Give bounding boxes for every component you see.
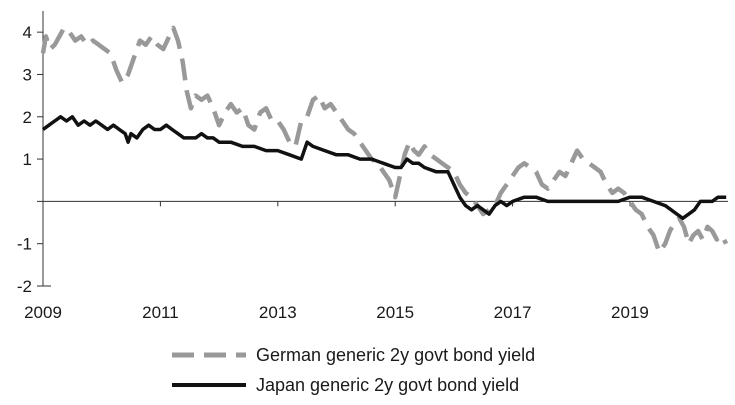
chart-series bbox=[40, 25, 729, 255]
x-tick-label: 2017 bbox=[494, 303, 532, 322]
chart-axes bbox=[37, 11, 728, 287]
series-line-german bbox=[40, 25, 729, 255]
x-tick-label: 2011 bbox=[142, 303, 179, 322]
series-line-japan bbox=[41, 115, 727, 221]
x-tick-label: 2013 bbox=[259, 303, 297, 322]
tick-labels: -2 -1 1 2 3 4 2009 2011 2013 2015 2017 2019 bbox=[17, 23, 649, 322]
y-tick-label: 2 bbox=[23, 108, 32, 127]
x-tick-label: 2015 bbox=[376, 303, 414, 322]
x-tick-label: 2019 bbox=[611, 303, 649, 322]
x-tick-label: 2009 bbox=[24, 303, 62, 322]
y-tick-label: 4 bbox=[23, 23, 32, 42]
legend-label-german: German generic 2y govt bond yield bbox=[256, 345, 535, 365]
chart-legend: German generic 2y govt bond yield Japan … bbox=[172, 345, 535, 395]
y-tick-label: 3 bbox=[23, 65, 32, 84]
y-tick-label: -2 bbox=[17, 277, 32, 296]
y-tick-label: -1 bbox=[17, 235, 32, 254]
y-tick-label: 1 bbox=[23, 150, 32, 169]
legend-label-japan: Japan generic 2y govt bond yield bbox=[256, 375, 519, 395]
